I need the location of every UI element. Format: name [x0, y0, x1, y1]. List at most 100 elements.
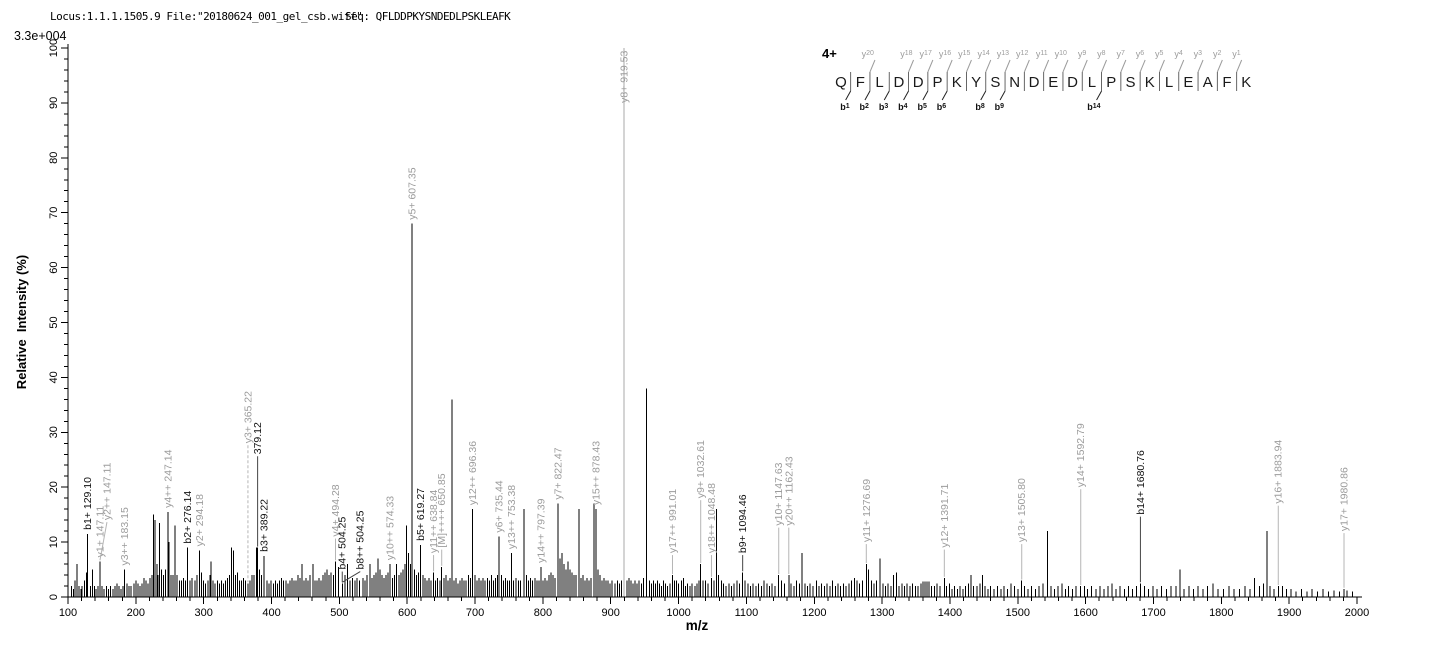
y-ion-peak-label: y15++ 878.43 — [591, 441, 603, 505]
b-ion-peak-label: b3+ 389.22 — [259, 499, 271, 552]
y-ion-map-label: y13 — [997, 49, 1009, 59]
x-tick-label: 600 — [398, 607, 416, 619]
residue-letter: F — [856, 74, 865, 91]
x-tick-label: 500 — [330, 607, 348, 619]
y-tick-label: 0 — [48, 594, 60, 600]
residue-letter: D — [893, 74, 904, 91]
y-ion-peak-label: y4+ 494.28 — [330, 484, 342, 536]
b-ion-diagonal — [845, 90, 852, 101]
y-ion-peak-label: y10+ 1147.63 — [773, 462, 785, 525]
y-ion-peak-label: y4++ 247.14 — [162, 449, 174, 508]
y-ion-peak-label: y17++ 991.01 — [667, 489, 679, 553]
y-ion-peak-label: y18++ 1048.48 — [706, 483, 718, 553]
y-ion-diagonal — [1043, 59, 1050, 73]
x-tick-label: 2000 — [1345, 607, 1369, 619]
y-ion-peak-label: y16+ 1883.94 — [1273, 440, 1285, 504]
y-ion-peak-label: y20++ 1162.43 — [783, 456, 795, 525]
x-tick-label: 400 — [262, 607, 280, 619]
y-ion-map-label: y20 — [862, 49, 874, 59]
b-ion-map-label: b6 — [937, 102, 947, 112]
y-ion-peak-label: y8+ 919.53 — [618, 50, 630, 102]
y-ion-peak-label: y17+ 1980.86 — [1339, 467, 1351, 531]
y-ion-diagonal — [1023, 59, 1030, 73]
b-ion-diagonal — [1096, 90, 1102, 101]
y-tick-label: 20 — [48, 481, 60, 493]
residue-letter: E — [1183, 74, 1193, 91]
b-ion-peak-label: b4+ 504.25 — [337, 517, 349, 570]
y-ion-diagonal — [869, 59, 876, 73]
residue-letter: D — [913, 74, 924, 91]
precursor-charge-label: 4+ — [822, 46, 837, 61]
residue-letter: Y — [971, 74, 981, 91]
y-ion-map-label: y16 — [939, 49, 951, 59]
y-ion-diagonal — [965, 59, 972, 73]
residue-letter: K — [952, 74, 962, 91]
label-leaders — [99, 445, 1345, 588]
peak-label-leader — [99, 522, 108, 561]
x-tick-label: 800 — [534, 607, 552, 619]
y-ion-peak-label: y10++ 574.33 — [384, 496, 396, 560]
b-ion-diagonal — [903, 90, 909, 101]
y-ion-peak-label: y9+ 1032.61 — [695, 440, 707, 498]
y-ion-diagonal — [1197, 59, 1204, 73]
y-tick-label: 30 — [48, 426, 60, 438]
residue-letter: S — [990, 74, 1000, 91]
y-ion-peak-label: y13+ 1505.80 — [1016, 478, 1028, 542]
y-ion-diagonal — [1178, 59, 1185, 73]
residue-letter: A — [1203, 74, 1213, 91]
b-ion-peak-label: 379.12 — [252, 422, 264, 454]
x-tick-label: 1100 — [735, 607, 759, 619]
residue-letter: L — [875, 74, 883, 91]
y-ion-peak-label: y12+ 1391.71 — [939, 483, 951, 547]
residue-letter: E — [1048, 74, 1058, 91]
y-ion-diagonal — [1004, 59, 1011, 73]
y-tick-label: 70 — [48, 207, 60, 219]
y-tick-label: 50 — [48, 316, 60, 328]
residue-letter: D — [1067, 74, 1078, 91]
y-ion-peak-label: y12++ 696.36 — [467, 441, 479, 505]
y-ion-peak-label: y1+ 147.11 — [94, 506, 106, 558]
b-ion-peak-label: b8++ 504.25 — [355, 510, 367, 569]
b-ion-peak-label: b14+ 1680.76 — [1135, 450, 1147, 515]
y-tick-label: 100 — [48, 39, 60, 57]
y-ion-diagonal — [985, 59, 992, 73]
y-ion-map-label: y12 — [1016, 49, 1028, 59]
y-ion-peak-label: y14++ 797.39 — [536, 498, 548, 562]
y-ion-diagonal — [908, 59, 915, 73]
y-axis-title: Relative Intensity (%) — [14, 255, 29, 389]
y-ion-map-label: y10 — [1055, 49, 1067, 59]
residue-letter: N — [1009, 74, 1020, 91]
y-ion-peak-label: y5+ 607.35 — [407, 167, 419, 219]
y-ion-map-label: y2 — [1213, 49, 1222, 59]
b-ion-map-label: b4 — [898, 102, 908, 112]
b-ion-peak-label: b5+ 619.27 — [415, 488, 427, 541]
axes: 100 200 300 400 500 600 700 800 900 1000 1100 1200 1… — [48, 39, 1369, 619]
residue-letter: K — [1145, 74, 1155, 91]
y-ion-diagonal — [1216, 59, 1223, 73]
y-ion-peak-label: y13++ 753.38 — [506, 485, 518, 549]
y-ion-map-label: y4 — [1174, 49, 1183, 59]
x-tick-label: 1600 — [1073, 607, 1097, 619]
y-ion-map-label: y17 — [920, 49, 932, 59]
y-ion-map-label: y5 — [1155, 49, 1164, 59]
b-ion-peak-label: b1+ 129.10 — [82, 477, 94, 530]
residue-letter: K — [1241, 74, 1251, 91]
y-ion-diagonal — [1120, 59, 1127, 73]
y-ion-map-label: y14 — [977, 49, 989, 59]
y-ion-diagonal — [946, 59, 953, 73]
y-ion-peak-label: y3+ 365.22 — [242, 391, 254, 443]
y-ion-map-label: y3 — [1194, 49, 1203, 59]
residue-letter: P — [1106, 74, 1116, 91]
residue-letter: D — [1029, 74, 1040, 91]
b-ion-peak-label: b9+ 1094.46 — [737, 494, 749, 553]
x-tick-label: 1000 — [666, 607, 690, 619]
max-intensity-label: 3.3e+004 — [14, 29, 67, 43]
y-ion-peak-label: y3++ 183.15 — [119, 507, 131, 566]
y-ion-peak-label: [M]++++ 650.85 — [436, 473, 448, 547]
b-ion-diagonal — [883, 90, 890, 101]
y-tick-label: 60 — [48, 261, 60, 273]
